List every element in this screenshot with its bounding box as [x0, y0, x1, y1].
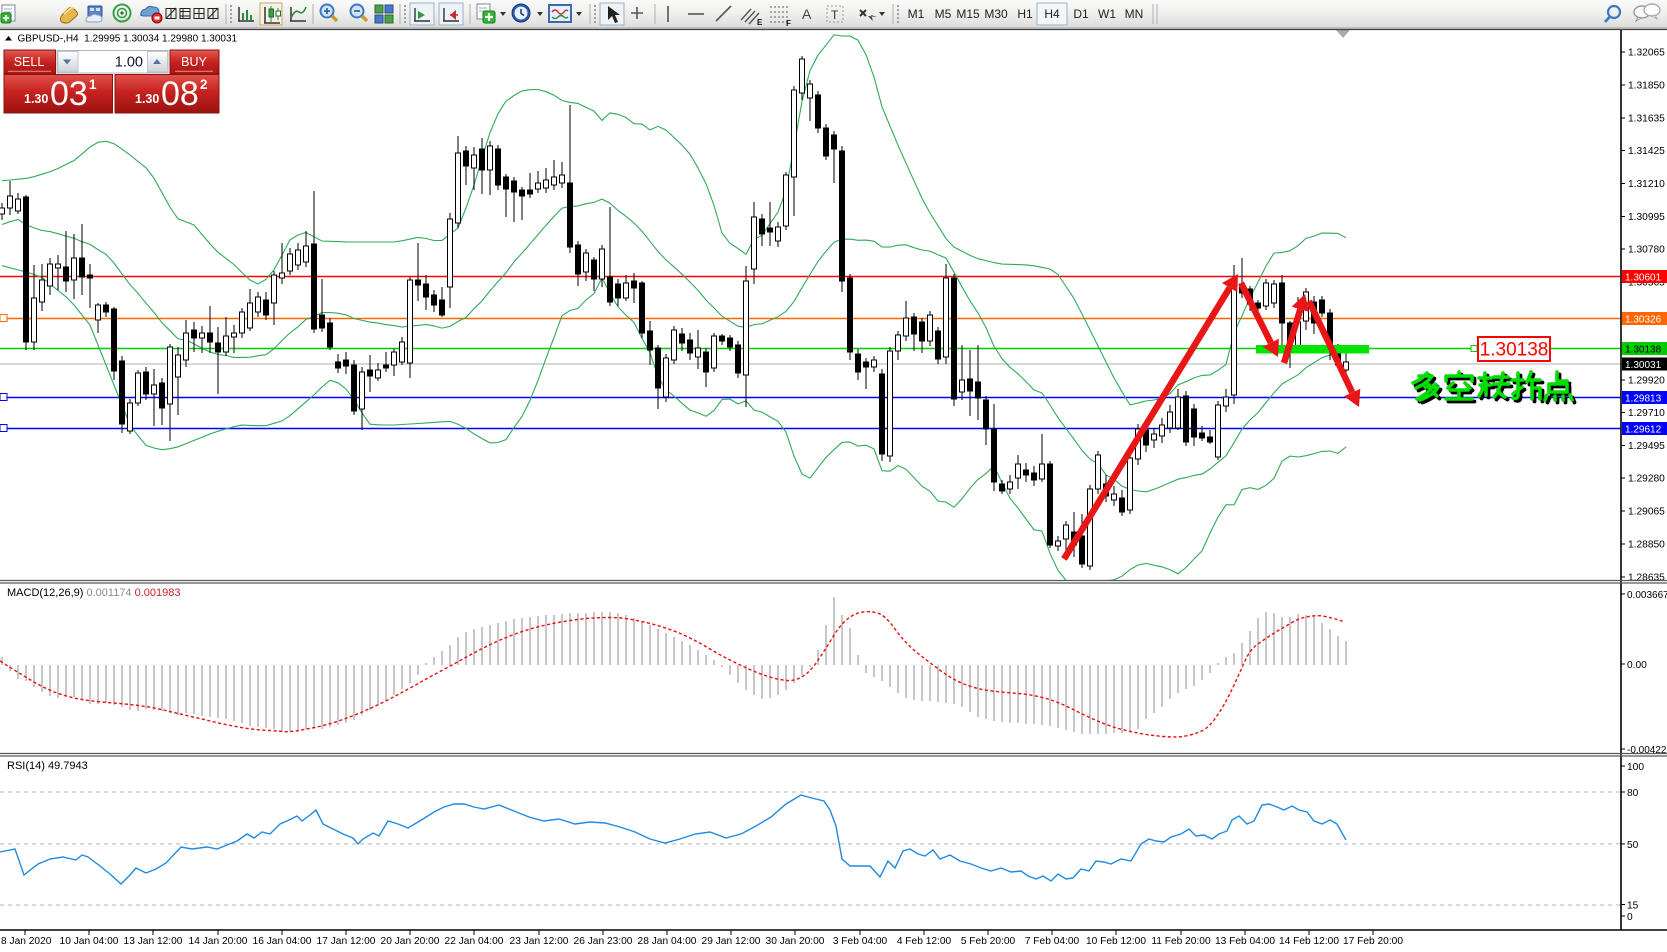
svg-text:1.29280: 1.29280 — [1628, 474, 1665, 485]
svg-text:14 Feb 12:00: 14 Feb 12:00 — [1279, 936, 1339, 947]
svg-text:RSI(14) 49.7943: RSI(14) 49.7943 — [7, 760, 88, 772]
svg-text:0.003667: 0.003667 — [1627, 590, 1667, 601]
svg-text:D1: D1 — [1073, 7, 1089, 21]
svg-text:1.30: 1.30 — [24, 92, 48, 106]
svg-text:08: 08 — [161, 75, 199, 113]
svg-text:W1: W1 — [1098, 7, 1116, 21]
svg-text:1.00: 1.00 — [115, 55, 143, 71]
svg-text:1.29612: 1.29612 — [1625, 425, 1662, 436]
svg-text:GBPUSD-,H4 1.29995 1.30034 1.: GBPUSD-,H4 1.29995 1.30034 1.29980 1.300… — [18, 34, 238, 45]
svg-text:4 Feb 12:00: 4 Feb 12:00 — [897, 936, 952, 947]
svg-text:13 Feb 04:00: 13 Feb 04:00 — [1215, 936, 1275, 947]
svg-text:1.29710: 1.29710 — [1628, 408, 1665, 419]
svg-text:1.30601: 1.30601 — [1625, 273, 1662, 284]
svg-text:16 Jan 04:00: 16 Jan 04:00 — [253, 936, 312, 947]
svg-text:1.30138: 1.30138 — [1625, 345, 1662, 356]
svg-text:M15: M15 — [956, 7, 980, 21]
svg-text:1.30326: 1.30326 — [1625, 315, 1662, 326]
svg-text:MACD(12,26,9) 0.001174 0.00198: MACD(12,26,9) 0.001174 0.001983 — [7, 587, 181, 599]
svg-text:29 Jan 12:00: 29 Jan 12:00 — [702, 936, 761, 947]
svg-text:15: 15 — [1627, 901, 1639, 912]
svg-text:80: 80 — [1627, 788, 1639, 799]
svg-text:1: 1 — [89, 77, 97, 92]
svg-text:1.29920: 1.29920 — [1628, 376, 1665, 387]
svg-text:M1: M1 — [908, 7, 925, 21]
svg-text:8 Jan 2020: 8 Jan 2020 — [1, 936, 52, 947]
svg-text:14 Jan 20:00: 14 Jan 20:00 — [189, 936, 248, 947]
svg-text:1.30995: 1.30995 — [1628, 212, 1665, 223]
svg-text:0: 0 — [1627, 912, 1633, 923]
svg-text:17 Jan 12:00: 17 Jan 12:00 — [317, 936, 376, 947]
svg-text:30 Jan 20:00: 30 Jan 20:00 — [766, 936, 825, 947]
svg-text:28 Jan 04:00: 28 Jan 04:00 — [638, 936, 697, 947]
svg-text:M30: M30 — [984, 7, 1008, 21]
svg-text:10 Feb 12:00: 10 Feb 12:00 — [1086, 936, 1146, 947]
svg-text:13 Jan 12:00: 13 Jan 12:00 — [124, 936, 183, 947]
svg-text:100: 100 — [1627, 762, 1644, 773]
svg-text:03: 03 — [50, 75, 88, 113]
svg-text:1.31635: 1.31635 — [1628, 114, 1665, 125]
svg-text:22 Jan 04:00: 22 Jan 04:00 — [445, 936, 504, 947]
svg-text:7 Feb 04:00: 7 Feb 04:00 — [1025, 936, 1080, 947]
svg-text:1.30031: 1.30031 — [1625, 360, 1662, 371]
svg-text:3 Feb 04:00: 3 Feb 04:00 — [833, 936, 888, 947]
svg-text:E: E — [757, 18, 763, 27]
svg-text:1.32065: 1.32065 — [1628, 48, 1665, 59]
svg-text:1.29813: 1.29813 — [1625, 394, 1662, 405]
svg-text:-0.00422: -0.00422 — [1627, 745, 1667, 756]
svg-text:10 Jan 04:00: 10 Jan 04:00 — [60, 936, 119, 947]
svg-text:MN: MN — [1125, 7, 1144, 21]
svg-text:1.30138: 1.30138 — [1480, 340, 1549, 361]
svg-text:2: 2 — [200, 77, 208, 92]
svg-text:1.28850: 1.28850 — [1628, 540, 1665, 551]
svg-text:11 Feb 20:00: 11 Feb 20:00 — [1151, 936, 1211, 947]
svg-text:H4: H4 — [1044, 7, 1060, 21]
svg-text:SELL: SELL — [14, 55, 45, 69]
svg-text:M5: M5 — [935, 7, 952, 21]
svg-text:0.00: 0.00 — [1627, 660, 1647, 671]
svg-text:20 Jan 20:00: 20 Jan 20:00 — [381, 936, 440, 947]
svg-text:1.28635: 1.28635 — [1628, 573, 1665, 584]
svg-text:5 Feb 20:00: 5 Feb 20:00 — [961, 936, 1016, 947]
svg-text:1.29495: 1.29495 — [1628, 441, 1665, 452]
svg-text:BUY: BUY — [181, 55, 207, 69]
svg-text:17 Feb 20:00: 17 Feb 20:00 — [1343, 936, 1403, 947]
svg-text:A: A — [802, 6, 812, 22]
svg-text:H1: H1 — [1017, 7, 1033, 21]
svg-text:50: 50 — [1627, 840, 1639, 851]
svg-text:1.31850: 1.31850 — [1628, 81, 1665, 92]
svg-text:1.31210: 1.31210 — [1628, 179, 1665, 190]
svg-text:1.29065: 1.29065 — [1628, 507, 1665, 518]
svg-text:1.30: 1.30 — [135, 92, 159, 106]
svg-text:1.31425: 1.31425 — [1628, 146, 1665, 157]
svg-text:23 Jan 12:00: 23 Jan 12:00 — [510, 936, 569, 947]
svg-text:26 Jan 23:00: 26 Jan 23:00 — [574, 936, 633, 947]
svg-text:F: F — [786, 19, 791, 28]
svg-text:T: T — [831, 8, 839, 22]
svg-text:1.30780: 1.30780 — [1628, 245, 1665, 256]
